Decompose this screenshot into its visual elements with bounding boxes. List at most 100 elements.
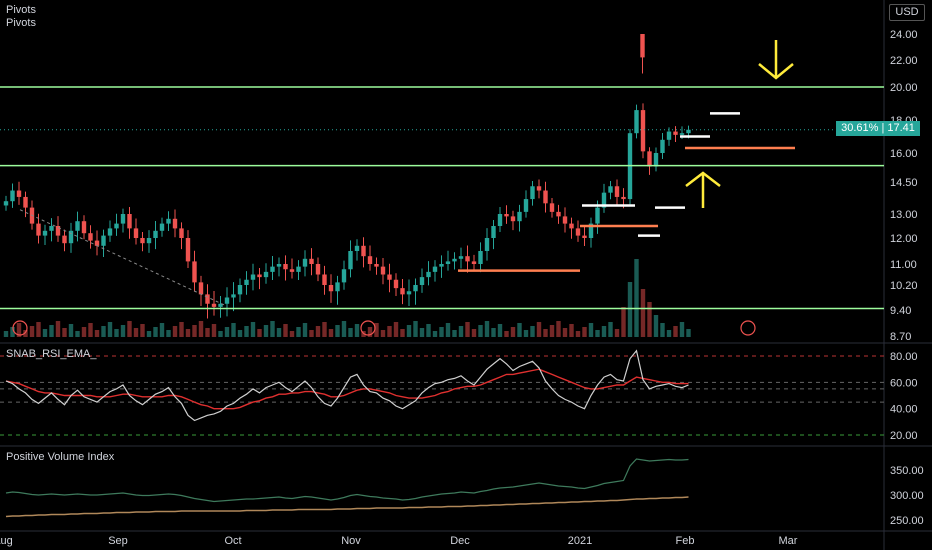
candle-body bbox=[354, 245, 360, 251]
pvi-axis-tick: 300.00 bbox=[890, 490, 924, 502]
volume-bar bbox=[23, 330, 28, 337]
volume-bar bbox=[679, 322, 685, 337]
volume-bar bbox=[127, 321, 132, 337]
volume-bar bbox=[205, 328, 210, 337]
volume-bar bbox=[283, 324, 288, 337]
candle-body bbox=[575, 228, 581, 236]
volume-bar bbox=[666, 330, 672, 337]
candle-body bbox=[374, 264, 379, 267]
volume-bar bbox=[296, 327, 301, 337]
volume-bar bbox=[387, 326, 392, 337]
volume-bar bbox=[146, 331, 152, 337]
candle-body bbox=[400, 288, 405, 295]
volume-bar bbox=[270, 321, 275, 337]
candle-body bbox=[497, 214, 503, 226]
candle-body bbox=[159, 223, 165, 231]
candle-body bbox=[302, 258, 308, 267]
volume-bar bbox=[413, 321, 418, 337]
volume-bar bbox=[88, 323, 93, 337]
time-axis-tick: 2021 bbox=[568, 535, 592, 547]
volume-bar bbox=[640, 289, 646, 337]
volume-bar bbox=[341, 321, 347, 337]
event-marker-icon bbox=[360, 320, 376, 336]
candle-body bbox=[361, 245, 366, 257]
candle-body bbox=[491, 226, 496, 238]
volume-bar bbox=[484, 321, 490, 337]
pvi-ema-line bbox=[5, 496, 689, 518]
candle-body bbox=[647, 151, 652, 167]
volume-bar bbox=[354, 324, 360, 337]
candle-body bbox=[127, 214, 132, 229]
candle-body bbox=[322, 274, 327, 285]
candle-body bbox=[23, 196, 28, 208]
candle-body bbox=[595, 207, 600, 224]
candle-body bbox=[608, 186, 613, 193]
volume-group bbox=[3, 259, 691, 337]
candle-body bbox=[465, 256, 470, 262]
time-axis-tick: Aug bbox=[0, 535, 13, 547]
volume-bar bbox=[432, 331, 438, 337]
volume-bar bbox=[445, 323, 451, 337]
candle-body bbox=[335, 282, 340, 292]
candle-body bbox=[211, 303, 217, 307]
volume-bar bbox=[530, 326, 535, 337]
volume-bar bbox=[348, 328, 353, 337]
volume-bar bbox=[465, 322, 470, 337]
volume-bar bbox=[257, 329, 262, 337]
volume-bar bbox=[29, 326, 35, 337]
price-axis-tick: 8.70 bbox=[890, 331, 911, 343]
candle-body bbox=[296, 266, 301, 272]
volume-bar bbox=[94, 330, 100, 337]
candle-body bbox=[289, 269, 295, 272]
candle-body bbox=[380, 266, 386, 275]
volume-bar bbox=[3, 331, 9, 337]
candle-body bbox=[445, 261, 451, 264]
volume-bar bbox=[380, 330, 386, 337]
volume-bar bbox=[608, 322, 613, 337]
volume-bar bbox=[10, 327, 15, 337]
candle-body bbox=[244, 279, 249, 285]
volume-bar bbox=[621, 307, 626, 337]
candle-body bbox=[250, 274, 256, 280]
time-axis-tick: Feb bbox=[676, 535, 695, 547]
candle-body bbox=[634, 110, 639, 134]
candle-body bbox=[140, 238, 145, 244]
volume-bar bbox=[224, 327, 230, 337]
price-axis-tick: 14.50 bbox=[890, 177, 918, 189]
volume-bar bbox=[393, 322, 399, 337]
rsi-indicator-label[interactable]: SNAB_RSI_EMA_ bbox=[6, 348, 97, 360]
volume-bar bbox=[549, 325, 555, 337]
candle-body bbox=[237, 285, 243, 295]
candle-body bbox=[42, 230, 48, 236]
candle-body bbox=[263, 271, 269, 278]
candle-body bbox=[458, 256, 464, 259]
candle-body bbox=[523, 199, 529, 212]
volume-bar bbox=[536, 322, 542, 337]
volume-bar bbox=[211, 324, 217, 337]
event-marker-icon bbox=[740, 320, 756, 336]
candle-body bbox=[231, 294, 236, 298]
price-tag-separator: | bbox=[881, 122, 888, 134]
price-axis-tick: 22.00 bbox=[890, 55, 918, 67]
pvi-indicator-label[interactable]: Positive Volume Index bbox=[6, 451, 115, 463]
candle-body bbox=[419, 277, 425, 285]
volume-bar bbox=[120, 325, 126, 337]
volume-bar bbox=[523, 330, 529, 337]
candle-body bbox=[62, 235, 67, 244]
volume-bar bbox=[517, 323, 522, 337]
price-axis-tick: 10.20 bbox=[890, 280, 918, 292]
candle-body bbox=[510, 216, 516, 222]
volume-bar bbox=[562, 328, 568, 337]
volume-bar bbox=[601, 326, 607, 337]
candles-group bbox=[3, 103, 691, 319]
time-axis-tick: Dec bbox=[450, 535, 470, 547]
volume-bar bbox=[218, 331, 223, 337]
candle-body bbox=[16, 190, 22, 197]
volume-bar bbox=[452, 330, 457, 337]
candle-body bbox=[387, 274, 392, 280]
currency-button[interactable]: USD bbox=[889, 4, 925, 21]
volume-bar bbox=[231, 323, 236, 337]
volume-bar bbox=[374, 323, 379, 337]
candle-body bbox=[81, 221, 87, 234]
